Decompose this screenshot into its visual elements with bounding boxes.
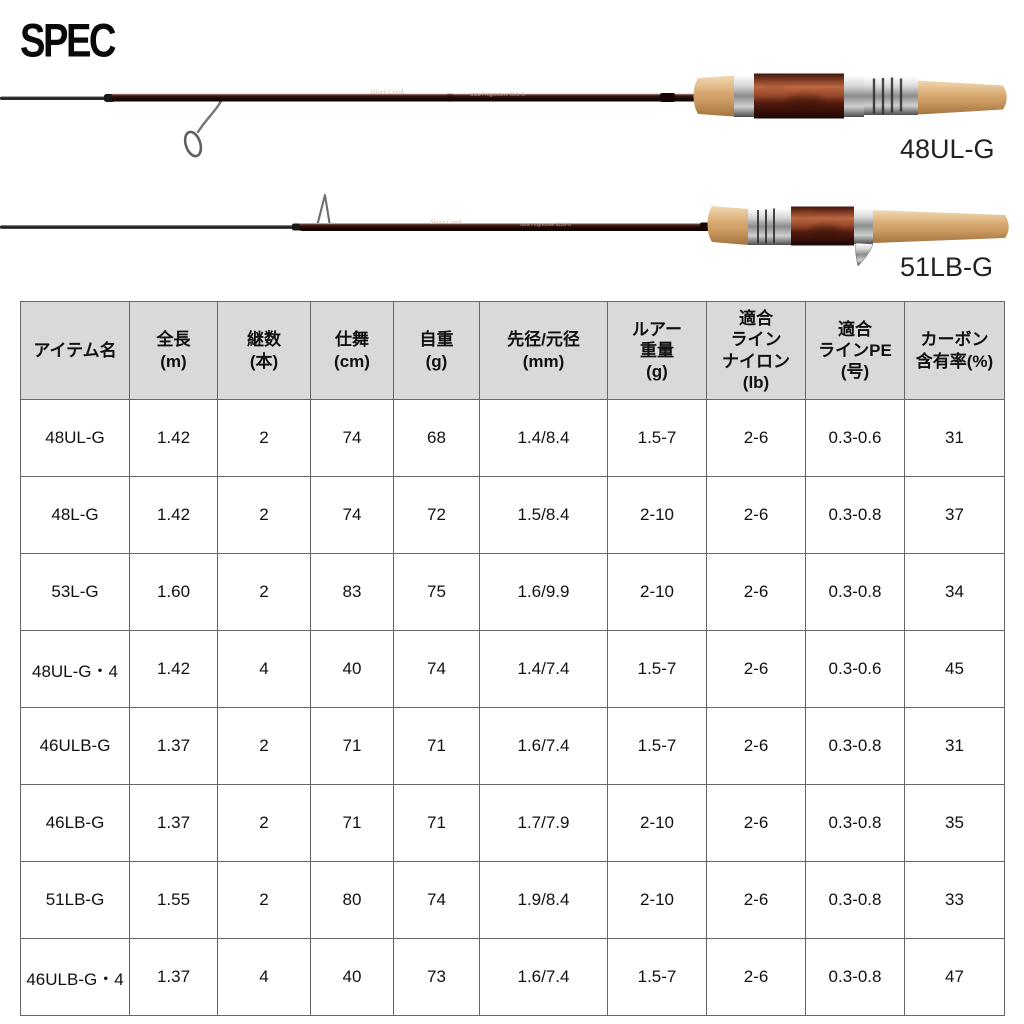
svg-text:Silver Creek: Silver Creek (370, 88, 405, 96)
svg-text:Silver Creek: Silver Creek (430, 219, 462, 226)
svg-text:Ultra Progressive SUL-G: Ultra Progressive SUL-G (470, 92, 525, 98)
svg-text:Ultra Progressive 51LB-G: Ultra Progressive 51LB-G (520, 222, 572, 227)
